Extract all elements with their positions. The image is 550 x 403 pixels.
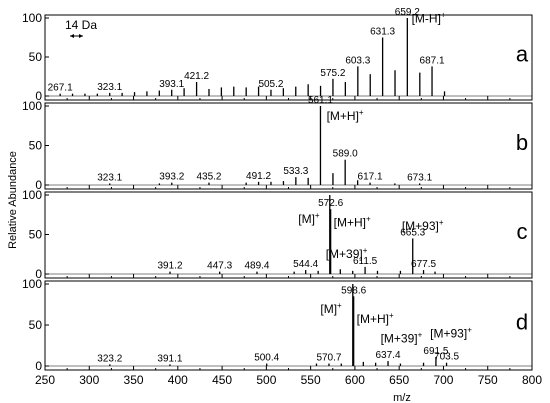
peak-label: 267.1 bbox=[48, 83, 73, 94]
peak-label: 598.6 bbox=[341, 285, 366, 296]
x-axis: 250 300 350 400 450 500 550 600 650 700 750 800 bbox=[35, 373, 542, 387]
y-tick-label: 0 bbox=[35, 178, 42, 192]
peak-label: 393.1 bbox=[159, 79, 184, 90]
peak-label: 677.5 bbox=[411, 259, 436, 270]
peak-label: 611.5 bbox=[353, 256, 378, 267]
peak-label: 603.3 bbox=[345, 55, 370, 66]
peak-label: 447.3 bbox=[207, 261, 232, 272]
scale-annotation: 14 Da bbox=[65, 18, 97, 32]
panel-d: 0 50 100 323.2 391.1 500.4 570.7 598.6 637.4 691.… bbox=[22, 277, 533, 373]
x-tick-label: 300 bbox=[79, 373, 99, 387]
x-tick-label: 800 bbox=[522, 373, 542, 387]
peak-label: 673.1 bbox=[407, 172, 432, 183]
peak-label: 500.4 bbox=[254, 353, 279, 364]
ion-charge: + bbox=[441, 10, 446, 19]
peak-label: 435.2 bbox=[196, 172, 221, 183]
panel-letter: c bbox=[517, 219, 528, 244]
peak-label: 631.3 bbox=[370, 27, 395, 38]
peak-label: 572.6 bbox=[318, 198, 343, 209]
x-tick-label: 600 bbox=[345, 373, 365, 387]
y-tick-label: 100 bbox=[22, 188, 42, 202]
peak-label: 691.5 bbox=[423, 346, 448, 357]
y-tick-label: 50 bbox=[29, 228, 43, 242]
peak-label: 659.2 bbox=[395, 7, 420, 18]
x-tick-label: 500 bbox=[256, 373, 276, 387]
x-axis-title: m/z bbox=[393, 392, 411, 403]
ion-annotation: [M]+ bbox=[320, 301, 342, 316]
y-tick-label: 0 bbox=[35, 267, 42, 281]
ion-charge: + bbox=[418, 330, 423, 339]
y-tick-label: 50 bbox=[29, 50, 43, 64]
panel-c: 0 50 100 391.2 447.3 489.4 544.4 572.6 611.5 665.… bbox=[22, 188, 533, 281]
x-tick-label: 650 bbox=[389, 373, 409, 387]
x-tick-label: 350 bbox=[124, 373, 144, 387]
peak-label: 391.1 bbox=[157, 353, 182, 364]
ion-charge: + bbox=[439, 218, 444, 227]
ion-annotation: [M+39]+ bbox=[326, 246, 368, 261]
peak-label: 575.2 bbox=[320, 68, 345, 79]
peak-label: 637.4 bbox=[376, 350, 401, 361]
ion-charge: + bbox=[467, 326, 472, 335]
ion-charge: + bbox=[363, 246, 368, 255]
peak-label: 491.2 bbox=[246, 171, 271, 182]
ion-annotation: [M+H]+ bbox=[334, 214, 371, 229]
panel-b: 0 50 100 323.1 393.2 435.2 491.2 533.3 561.1 589.… bbox=[22, 95, 533, 192]
peak-label: 533.3 bbox=[283, 166, 308, 177]
x-tick-label: 700 bbox=[433, 373, 453, 387]
ion-annotation: [M+93]+ bbox=[402, 218, 444, 233]
peak-label: 421.2 bbox=[184, 71, 209, 82]
peak-label: 665.3 bbox=[400, 227, 425, 238]
y-tick-label: 100 bbox=[22, 277, 42, 291]
scale-arrow-head-right bbox=[79, 34, 83, 38]
x-tick-label: 450 bbox=[212, 373, 232, 387]
peak-label: 323.2 bbox=[97, 353, 122, 364]
y-tick-label: 100 bbox=[22, 99, 42, 113]
y-tick-label: 0 bbox=[35, 89, 42, 103]
peak-label: 687.1 bbox=[420, 55, 445, 66]
y-tick-label: 50 bbox=[29, 318, 43, 332]
x-tick-label: 250 bbox=[35, 373, 55, 387]
ion-charge: + bbox=[359, 108, 364, 117]
peak-label: 617.1 bbox=[358, 172, 383, 183]
y-axis-title: Relative Abundance bbox=[7, 151, 19, 249]
peak-label: 544.4 bbox=[293, 259, 318, 270]
scale-arrow-head-left bbox=[70, 34, 74, 38]
ion-annotation: [M-H]+ bbox=[412, 10, 446, 25]
peak-label: 323.1 bbox=[97, 172, 122, 183]
ion-charge: + bbox=[337, 301, 342, 310]
peak-label: 561.1 bbox=[308, 95, 333, 106]
peak-label: 323.1 bbox=[97, 82, 122, 93]
panel-letter: d bbox=[516, 310, 528, 335]
peak-label: 393.2 bbox=[159, 172, 184, 183]
x-tick-label: 750 bbox=[478, 373, 498, 387]
peak-label: 589.0 bbox=[333, 149, 358, 160]
ion-charge: + bbox=[389, 311, 394, 320]
y-tick-label: 50 bbox=[29, 139, 43, 153]
ion-charge: + bbox=[366, 214, 371, 223]
panel-frame bbox=[44, 191, 533, 279]
peak-label: 570.7 bbox=[316, 353, 341, 364]
x-tick-label: 400 bbox=[168, 373, 188, 387]
y-tick-label: 100 bbox=[22, 11, 42, 25]
y-tick-label: 0 bbox=[35, 359, 42, 373]
ion-annotation: [M+39]+ bbox=[381, 330, 423, 345]
ion-annotation: [M]+ bbox=[298, 211, 320, 226]
panel-letter: b bbox=[516, 130, 528, 155]
peak-label: 703.5 bbox=[434, 352, 459, 363]
peak-label: 489.4 bbox=[244, 261, 269, 272]
peak-label: 391.2 bbox=[158, 261, 183, 272]
ion-charge: + bbox=[315, 211, 320, 220]
ion-annotation: [M+93]+ bbox=[430, 326, 472, 341]
ion-annotation: [M+H]+ bbox=[327, 108, 364, 123]
ion-annotation: [M+H]+ bbox=[357, 311, 394, 326]
peak-label: 505.2 bbox=[258, 79, 283, 90]
panel-letter: a bbox=[516, 42, 529, 67]
x-tick-label: 550 bbox=[301, 373, 321, 387]
